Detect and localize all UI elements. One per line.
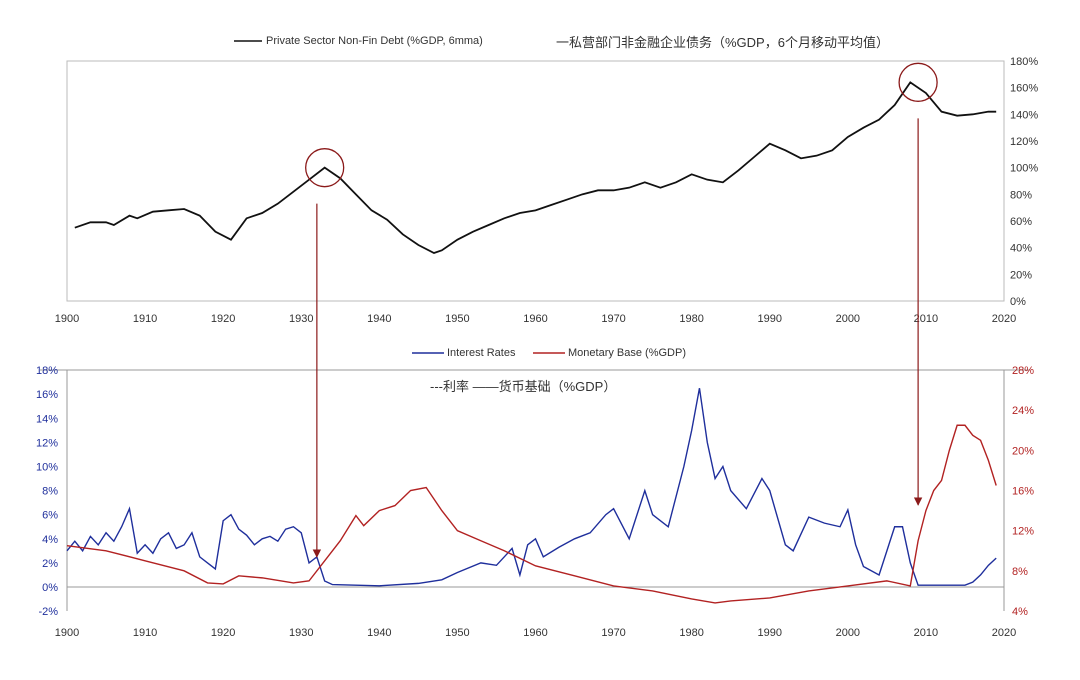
x-tick-label-top: 1950 xyxy=(445,313,469,325)
y-tick-label-left: 0% xyxy=(42,582,58,594)
x-tick-label-bottom: 2020 xyxy=(992,627,1016,639)
series-line-monetary-base xyxy=(66,424,997,604)
series-line-interest-rates xyxy=(66,388,997,587)
x-tick-label-top: 1910 xyxy=(133,313,157,325)
x-tick-label-top: 1990 xyxy=(758,313,782,325)
x-tick-label-bottom: 1940 xyxy=(367,627,391,639)
x-tick-label-bottom: 1920 xyxy=(211,627,235,639)
y-tick-label-right: 8% xyxy=(1012,566,1028,578)
highlight-circle xyxy=(305,148,345,188)
y-tick-label-left: 18% xyxy=(36,365,58,377)
x-tick-label-top: 1980 xyxy=(679,313,703,325)
x-tick-label-top: 1940 xyxy=(367,313,391,325)
x-tick-label-top: 1960 xyxy=(523,313,547,325)
x-tick-label-bottom: 1970 xyxy=(601,627,625,639)
plot-area-top xyxy=(66,60,1005,302)
y-tick-label-top: 80% xyxy=(1010,189,1032,201)
y-tick-label-top: 160% xyxy=(1010,83,1038,95)
x-tick-label-bottom: 1910 xyxy=(133,627,157,639)
x-tick-label-bottom: 2010 xyxy=(914,627,938,639)
legend-rates: Interest Rates xyxy=(447,347,516,359)
x-tick-label-top: 1900 xyxy=(55,313,79,325)
y-tick-label-left: 14% xyxy=(36,413,58,425)
y-tick-label-left: 16% xyxy=(36,389,58,401)
x-tick-label-top: 1920 xyxy=(211,313,235,325)
x-tick-label-bottom: 1950 xyxy=(445,627,469,639)
y-tick-label-right: 12% xyxy=(1012,526,1034,538)
x-tick-label-top: 1930 xyxy=(289,313,313,325)
x-tick-label-bottom: 1900 xyxy=(55,627,79,639)
y-tick-label-right: 20% xyxy=(1012,445,1034,457)
y-tick-label-top: 140% xyxy=(1010,109,1038,121)
y-tick-label-left: 6% xyxy=(42,510,58,522)
y-tick-label-left: 8% xyxy=(42,486,58,498)
y-tick-label-right: 28% xyxy=(1012,365,1034,377)
x-tick-label-bottom: 1960 xyxy=(523,627,547,639)
series-line-debt xyxy=(74,81,997,254)
y-tick-label-top: 60% xyxy=(1010,216,1032,228)
y-tick-label-right: 24% xyxy=(1012,405,1034,417)
y-tick-label-top: 120% xyxy=(1010,136,1038,148)
x-tick-label-bottom: 2000 xyxy=(836,627,860,639)
highlight-circle xyxy=(898,62,938,102)
y-tick-label-left: 2% xyxy=(42,558,58,570)
x-tick-label-top: 2020 xyxy=(992,313,1016,325)
y-tick-label-top: 20% xyxy=(1010,269,1032,281)
y-tick-label-left: 12% xyxy=(36,437,58,449)
legend-base: Monetary Base (%GDP) xyxy=(568,347,686,359)
y-tick-label-left: 4% xyxy=(42,534,58,546)
y-tick-label-right: 16% xyxy=(1012,486,1034,498)
y-tick-label-left: -2% xyxy=(38,606,58,618)
y-tick-label-left: 10% xyxy=(36,462,58,474)
x-tick-label-top: 1970 xyxy=(601,313,625,325)
y-tick-label-top: 40% xyxy=(1010,243,1032,255)
y-tick-label-top: 180% xyxy=(1010,56,1038,68)
y-tick-label-right: 4% xyxy=(1012,606,1028,618)
legend-cn: ---利率 ——货币基础（%GDP） xyxy=(430,379,616,394)
x-tick-label-bottom: 1930 xyxy=(289,627,313,639)
x-tick-label-top: 2010 xyxy=(914,313,938,325)
chart-title-cn: 一私营部门非金融企业债务（%GDP，6个月移动平均值） xyxy=(556,35,889,50)
x-tick-label-bottom: 1980 xyxy=(679,627,703,639)
legend-debt: Private Sector Non-Fin Debt (%GDP, 6mma) xyxy=(266,35,483,47)
x-tick-label-bottom: 1990 xyxy=(758,627,782,639)
y-tick-label-top: 100% xyxy=(1010,163,1038,175)
y-tick-label-top: 0% xyxy=(1010,296,1026,308)
x-tick-label-top: 2000 xyxy=(836,313,860,325)
